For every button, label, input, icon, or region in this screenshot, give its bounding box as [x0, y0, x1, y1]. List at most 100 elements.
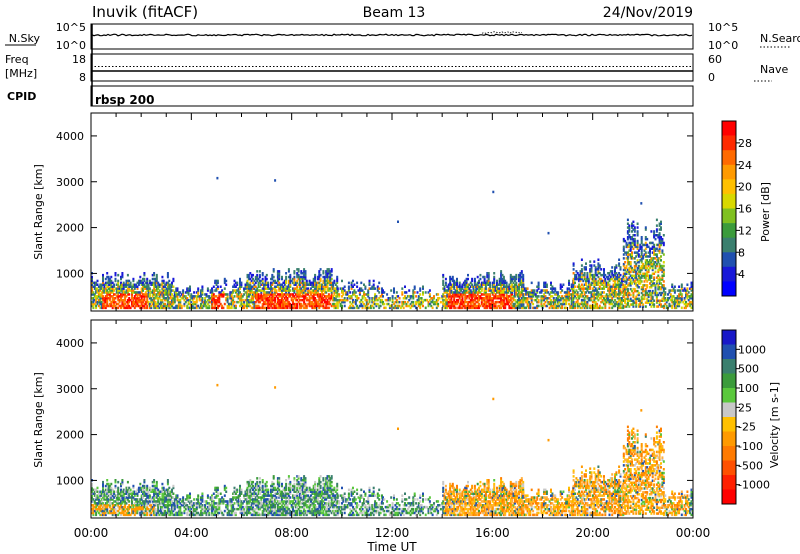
colorbar-swatch	[722, 135, 736, 151]
data-cell	[143, 513, 146, 517]
data-cell	[214, 304, 217, 308]
data-cell	[668, 302, 671, 306]
data-cell	[360, 304, 363, 308]
data-cell	[650, 261, 653, 264]
data-cell	[661, 268, 664, 272]
data-cell	[287, 287, 290, 290]
data-cell	[473, 306, 476, 310]
data-cell	[528, 302, 530, 306]
data-cell	[593, 289, 596, 292]
data-cell	[249, 291, 252, 294]
data-cell	[661, 276, 664, 279]
data-cell	[100, 498, 103, 501]
data-cell	[104, 496, 107, 499]
freq-unit-label: [MHz]	[5, 67, 37, 80]
data-cell	[611, 285, 614, 288]
data-cell	[628, 243, 631, 247]
data-cell	[444, 281, 447, 285]
data-cell	[230, 304, 233, 308]
data-cell	[126, 507, 129, 511]
data-cell	[597, 268, 600, 271]
data-cell	[594, 273, 597, 277]
data-cell	[246, 302, 249, 306]
data-cell	[100, 293, 103, 296]
data-cell	[285, 295, 288, 298]
data-cell	[205, 306, 208, 310]
data-cell	[107, 304, 110, 308]
data-cell	[148, 302, 151, 306]
data-cell	[252, 306, 254, 310]
data-cell	[520, 281, 523, 285]
data-cell	[143, 304, 146, 308]
data-cell	[622, 289, 625, 293]
data-cell	[628, 261, 631, 264]
data-cell	[640, 259, 643, 262]
data-cell	[461, 302, 464, 306]
data-cell	[507, 298, 509, 302]
data-cell	[319, 302, 322, 306]
data-cell	[135, 509, 138, 513]
data-cell	[586, 297, 589, 300]
data-cell	[644, 226, 647, 229]
data-cell	[136, 488, 139, 492]
data-cell	[166, 298, 169, 302]
data-cell	[214, 300, 217, 304]
data-cell	[519, 281, 522, 285]
data-cell	[493, 302, 496, 306]
data-cell	[519, 291, 522, 294]
data-cell	[247, 300, 250, 304]
data-cell	[655, 243, 658, 247]
data-cell	[343, 285, 346, 288]
data-cell	[124, 500, 127, 503]
data-cell	[218, 293, 221, 296]
data-cell	[614, 281, 616, 285]
data-cell	[252, 300, 254, 304]
data-cell	[664, 287, 667, 290]
data-cell	[237, 295, 240, 298]
data-cell	[173, 291, 176, 294]
cpid-strip-frame	[90, 85, 694, 107]
data-cell	[583, 266, 586, 269]
data-cell	[97, 295, 100, 298]
data-cell	[270, 287, 272, 290]
data-cell	[680, 293, 683, 296]
data-cell	[287, 279, 290, 283]
data-cell	[597, 281, 600, 285]
data-cell	[121, 480, 124, 484]
data-cell	[447, 300, 450, 304]
data-cell	[187, 289, 190, 292]
data-cell	[673, 306, 676, 310]
data-cell	[615, 287, 618, 290]
data-cell	[95, 507, 98, 511]
data-cell	[566, 287, 569, 290]
data-cell	[416, 291, 419, 294]
data-cell	[574, 295, 576, 298]
data-cell	[522, 304, 525, 308]
data-cell	[367, 293, 370, 296]
data-cell	[447, 287, 450, 290]
data-cell	[321, 289, 323, 292]
data-cell	[590, 266, 593, 269]
data-cell	[303, 300, 306, 304]
data-cell	[658, 251, 661, 254]
data-cell	[316, 302, 319, 306]
data-cell	[125, 488, 128, 492]
data-cell	[447, 285, 450, 288]
data-cell	[558, 298, 561, 302]
data-cell	[110, 279, 113, 283]
data-cell	[118, 287, 121, 290]
data-cell	[572, 264, 575, 267]
data-cell	[609, 302, 612, 306]
data-cell	[628, 291, 631, 295]
data-cell	[142, 300, 144, 304]
data-cell	[460, 293, 463, 296]
data-cell	[615, 302, 618, 306]
data-cell	[446, 291, 449, 294]
data-cell	[615, 291, 618, 294]
data-cell	[544, 297, 547, 300]
data-cell	[410, 295, 413, 298]
data-cell	[367, 306, 370, 310]
data-cell	[393, 302, 395, 306]
data-cell	[311, 302, 314, 306]
data-cell	[671, 289, 674, 292]
